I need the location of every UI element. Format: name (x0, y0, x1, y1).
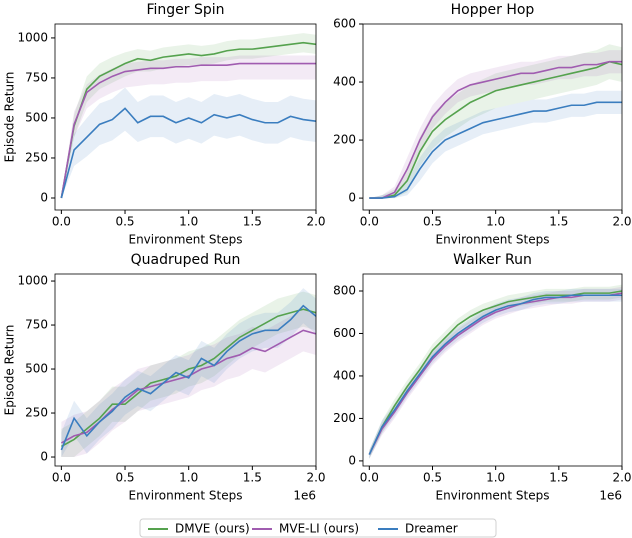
plot-area (368, 284, 622, 459)
y-tick-label: 800 (333, 283, 356, 297)
x-tick-label: 2.0 (612, 471, 631, 485)
x-tick-label: 0.5 (423, 471, 442, 485)
y-tick-label: 1000 (17, 274, 48, 288)
y-tick-label: 600 (333, 326, 356, 340)
y-tick-label: 250 (25, 406, 48, 420)
legend-label: MVE-LI (ours) (279, 522, 359, 536)
plot-area (60, 288, 316, 458)
confidence-band (61, 291, 316, 458)
x-tick-label: 0.0 (360, 215, 379, 229)
y-tick-label: 1000 (17, 30, 48, 44)
y-tick-label: 250 (25, 150, 48, 164)
confidence-band (369, 44, 622, 199)
line (369, 101, 622, 199)
y-tick-label: 0 (40, 450, 48, 464)
y-tick-label: 500 (25, 110, 48, 124)
confidence-band (369, 90, 622, 199)
axes-frame (54, 23, 317, 211)
line (60, 62, 316, 199)
legend-label: Dreamer (405, 522, 458, 536)
x-tick-label: 0.5 (423, 215, 442, 229)
y-axis-label: Episode Return (3, 325, 17, 416)
x-tick-label: 2.0 (306, 471, 325, 485)
x-tick-label: 1.0 (486, 215, 505, 229)
x-tick-label: 2.0 (612, 215, 631, 229)
chart-title: Walker Run (453, 252, 532, 268)
y-tick-label: 400 (333, 368, 356, 382)
x-tick-label: 1.5 (549, 471, 568, 485)
y-tick-label: 0 (40, 190, 48, 204)
line (60, 304, 316, 451)
x-tick-label: 0.0 (360, 471, 379, 485)
y-tick-label: 500 (25, 362, 48, 376)
x-axis-label: Environment Steps (128, 233, 242, 247)
chart-title: Finger Spin (146, 2, 224, 18)
axes-frame (54, 273, 317, 467)
x-tick-label: 1.0 (179, 215, 198, 229)
line (60, 107, 316, 199)
x-tick-label: 0.0 (52, 471, 71, 485)
x-tick-label: 0.0 (52, 215, 71, 229)
legend-label: DMVE (ours) (175, 522, 250, 536)
x-tick-label: 2.0 (306, 215, 325, 229)
line (369, 60, 622, 199)
y-tick-label: 0 (348, 191, 356, 205)
axes-frame (362, 273, 623, 467)
confidence-band (369, 284, 622, 459)
x-tick-label: 0.5 (115, 471, 134, 485)
y-tick-label: 750 (25, 318, 48, 332)
line (368, 290, 622, 455)
x-tick-label: 1.5 (243, 215, 262, 229)
y-tick-label: 600 (333, 17, 356, 31)
line (60, 41, 316, 199)
confidence-band (61, 55, 316, 198)
line (368, 294, 622, 455)
x-tick-label: 1.5 (243, 471, 262, 485)
axes-frame (362, 23, 623, 211)
y-tick-label: 400 (333, 75, 356, 89)
x-tick-label: 1.5 (549, 215, 568, 229)
line (60, 308, 316, 448)
y-tick-label: 750 (25, 70, 48, 84)
confidence-band (61, 87, 316, 198)
x-axis-label: Environment Steps (435, 233, 549, 247)
y-tick-label: 200 (333, 133, 356, 147)
x-offset-label: 1e6 (599, 489, 622, 503)
x-axis-label: Environment Steps (128, 489, 242, 503)
confidence-band (61, 288, 316, 458)
y-tick-label: 0 (348, 453, 356, 467)
chart-title: Hopper Hop (451, 2, 535, 18)
x-offset-label: 1e6 (293, 489, 316, 503)
plot-area (60, 33, 316, 199)
confidence-band (369, 288, 622, 459)
x-tick-label: 0.5 (115, 215, 134, 229)
legend-box (139, 518, 497, 538)
confidence-band (61, 33, 316, 198)
y-tick-label: 200 (333, 411, 356, 425)
confidence-band (61, 309, 316, 458)
plot-area (369, 44, 622, 199)
x-tick-label: 1.0 (179, 471, 198, 485)
chart-title: Quadruped Run (131, 252, 241, 268)
y-axis-label: Episode Return (3, 72, 17, 163)
x-axis-label: Environment Steps (435, 489, 549, 503)
x-tick-label: 1.0 (486, 471, 505, 485)
line (369, 60, 622, 199)
